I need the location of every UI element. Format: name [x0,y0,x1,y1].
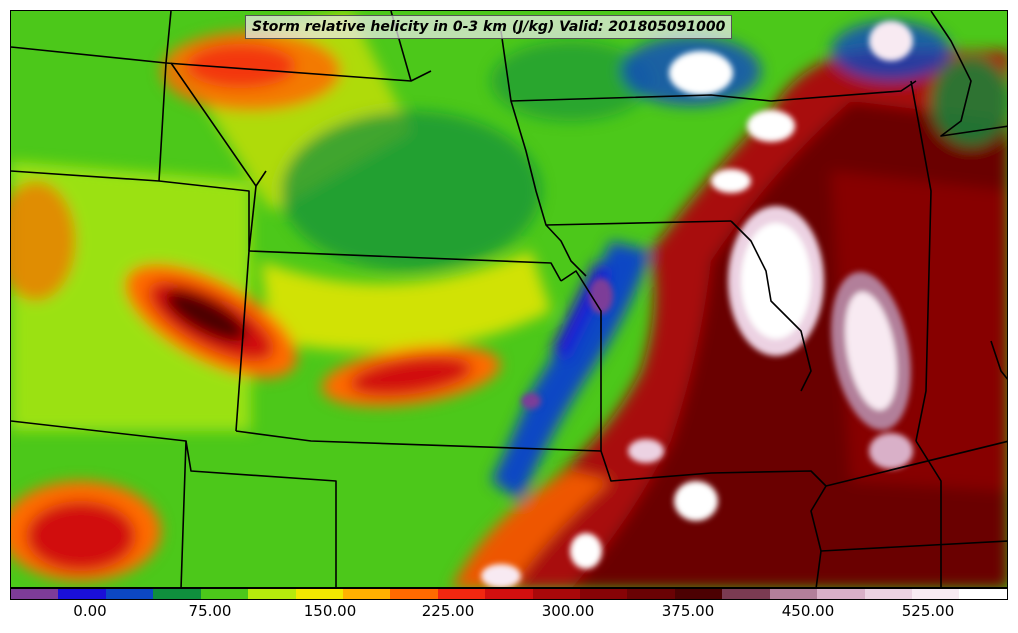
colorbar-segment [959,589,1007,599]
map-panel [10,10,1008,588]
colorbar-segment [580,589,628,599]
colorbar-segment [722,589,770,599]
map-title-box: Storm relative helicity in 0-3 km (J/kg)… [245,15,733,39]
colorbar-tick-label: 225.00 [421,602,475,620]
colorbar-tick-label: 300.00 [541,602,595,620]
colorbar-segment [248,589,296,599]
colorbar-segment [342,589,391,599]
colorbar-tick-label: 525.00 [901,602,955,620]
colorbar-segment [58,589,106,599]
colorbar-segment [912,589,960,599]
colorbar-segment [390,589,438,599]
colorbar-segment [627,589,675,599]
colorbar-segment [674,589,723,599]
helicity-field [11,11,1007,587]
colorbar-segment [153,589,201,599]
colorbar-segment [532,589,581,599]
colorbar-segment [437,589,486,599]
colorbar [10,588,1008,600]
helicity-map [11,11,1007,587]
map-title: Storm relative helicity in 0-3 km (J/kg)… [252,19,726,35]
colorbar-segment [105,589,154,599]
colorbar-segment [769,589,818,599]
colorbar-tick-label: 450.00 [781,602,835,620]
colorbar-segment [817,589,865,599]
colorbar-segment [295,589,343,599]
colorbar-segment [864,589,913,599]
colorbar-tick-labels: 0.00 75.00 150.00 225.00 300.00 375.00 450.00 5… [0,602,1018,626]
colorbar-segment [200,589,249,599]
state-boundaries [11,11,1007,587]
colorbar-tick-label: 75.00 [188,602,232,620]
colorbar-tick-label: 375.00 [661,602,715,620]
colorbar-tick-label: 150.00 [303,602,357,620]
colorbar-tick-label: 0.00 [73,602,107,620]
colorbar-segment [11,589,59,599]
colorbar-segment [485,589,533,599]
